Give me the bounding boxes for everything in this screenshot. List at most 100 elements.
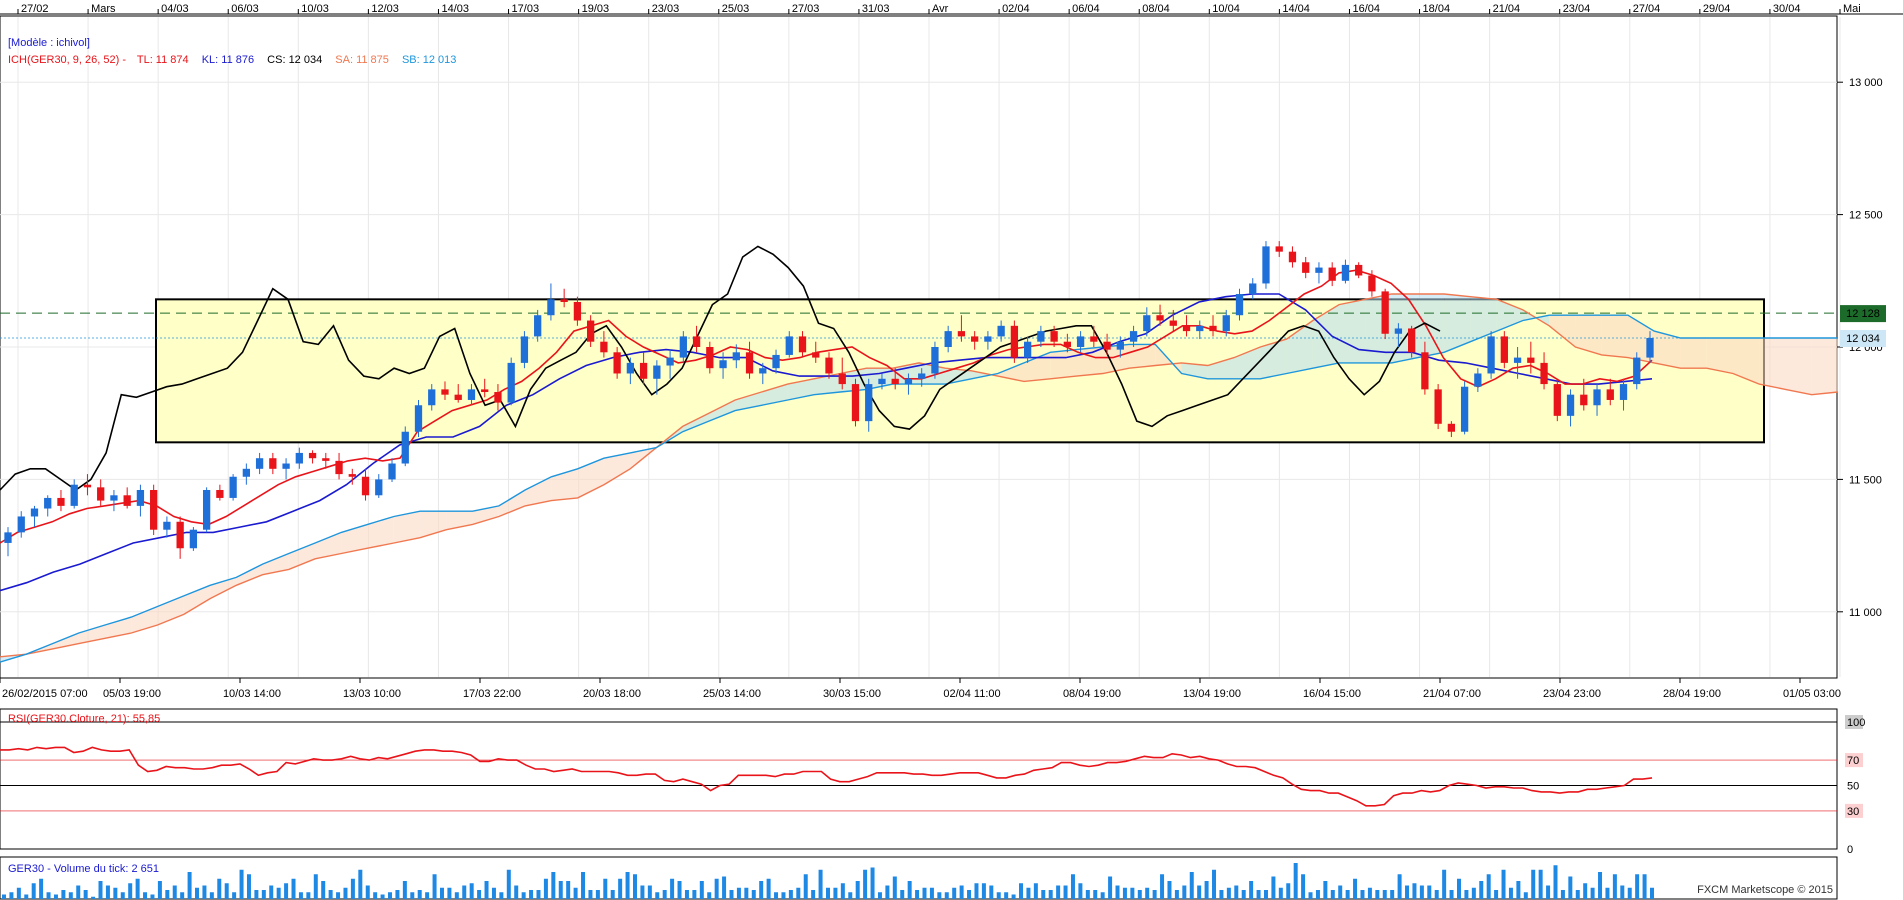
candle[interactable] — [1646, 331, 1654, 363]
candle[interactable] — [1341, 259, 1350, 284]
candle[interactable] — [1169, 309, 1177, 332]
candle[interactable] — [798, 331, 807, 358]
candle[interactable] — [1328, 262, 1336, 287]
candle[interactable] — [70, 479, 78, 509]
candle[interactable] — [1513, 347, 1522, 379]
candle[interactable] — [1235, 288, 1244, 321]
candle[interactable] — [388, 458, 396, 483]
candle[interactable] — [1355, 262, 1363, 279]
candle[interactable] — [1302, 256, 1310, 279]
candle[interactable] — [216, 484, 224, 501]
candle[interactable] — [441, 381, 449, 400]
candle[interactable] — [269, 452, 277, 475]
candle[interactable] — [838, 357, 846, 390]
candle[interactable] — [639, 352, 648, 385]
candle[interactable] — [600, 331, 608, 358]
candle[interactable] — [1460, 381, 1469, 435]
candle[interactable] — [1619, 378, 1628, 411]
candle[interactable] — [361, 468, 370, 501]
price-panel[interactable]: [Modèle : ichivol] ICH(GER30, 9, 26, 52)… — [0, 15, 1843, 679]
candle[interactable] — [454, 384, 462, 403]
candle[interactable] — [785, 331, 793, 358]
candle[interactable] — [1249, 278, 1257, 300]
candle[interactable] — [295, 447, 303, 469]
candle[interactable] — [136, 484, 145, 517]
candle[interactable] — [1593, 384, 1601, 416]
candle[interactable] — [308, 450, 317, 464]
candle[interactable] — [1368, 270, 1376, 297]
candle[interactable] — [1050, 325, 1058, 347]
candle[interactable] — [679, 331, 687, 363]
candle[interactable] — [481, 378, 489, 398]
candle[interactable] — [1633, 352, 1641, 390]
candle[interactable] — [401, 426, 409, 467]
candle[interactable] — [17, 511, 25, 538]
candle[interactable] — [1103, 333, 1111, 355]
candle[interactable] — [759, 362, 767, 385]
candle[interactable] — [971, 331, 979, 350]
candle[interactable] — [467, 384, 476, 406]
candle[interactable] — [4, 527, 12, 557]
candle[interactable] — [732, 344, 740, 369]
candle[interactable] — [692, 325, 701, 353]
candle[interactable] — [904, 373, 913, 395]
candle[interactable] — [110, 489, 118, 512]
candle[interactable] — [560, 288, 568, 308]
candle[interactable] — [1421, 341, 1429, 395]
candle[interactable] — [1143, 307, 1151, 337]
candle[interactable] — [825, 352, 833, 379]
candle[interactable] — [1116, 336, 1124, 358]
candle[interactable] — [150, 484, 158, 536]
candle[interactable] — [891, 368, 899, 390]
candle[interactable] — [745, 341, 754, 379]
candle[interactable] — [1209, 315, 1217, 337]
candle[interactable] — [1129, 325, 1138, 347]
candle[interactable] — [202, 487, 211, 533]
candle[interactable] — [57, 489, 65, 512]
candle[interactable] — [1527, 341, 1535, 374]
candle[interactable] — [229, 474, 237, 501]
candle[interactable] — [534, 309, 542, 342]
candle[interactable] — [189, 527, 198, 551]
candle[interactable] — [507, 357, 515, 406]
candle[interactable] — [851, 378, 860, 427]
candle[interactable] — [414, 399, 423, 438]
candle[interactable] — [666, 349, 674, 379]
candles[interactable] — [4, 241, 1654, 559]
candle[interactable] — [1408, 325, 1416, 358]
candle[interactable] — [1315, 262, 1323, 284]
candle[interactable] — [123, 487, 131, 509]
candle[interactable] — [984, 331, 992, 350]
volume-panel[interactable]: GER30 - Volume du tick: 2 651 FXCM Marke… — [0, 856, 1838, 900]
candle[interactable] — [1580, 378, 1588, 411]
candle[interactable] — [176, 516, 184, 559]
candle[interactable] — [1182, 315, 1191, 337]
candle[interactable] — [944, 325, 952, 353]
candle[interactable] — [1063, 333, 1071, 353]
candle[interactable] — [1381, 288, 1389, 340]
candle[interactable] — [1037, 325, 1045, 347]
candle[interactable] — [878, 373, 886, 390]
candle[interactable] — [255, 452, 264, 475]
candle[interactable] — [1023, 336, 1032, 363]
candle[interactable] — [97, 479, 105, 506]
candle[interactable] — [494, 384, 502, 411]
candle[interactable] — [1566, 389, 1575, 427]
candle[interactable] — [1275, 241, 1283, 257]
candle[interactable] — [83, 474, 92, 496]
candle[interactable] — [1394, 323, 1403, 347]
candle[interactable] — [335, 452, 343, 480]
candle[interactable] — [1606, 378, 1614, 406]
candle[interactable] — [1262, 241, 1270, 289]
rsi-panel[interactable]: RSI(GER30.Cloture, 21): 55,85 100 70 50 30 0 — [0, 708, 1865, 856]
candle[interactable] — [931, 341, 939, 379]
candle[interactable] — [1196, 320, 1204, 340]
candle[interactable] — [1553, 378, 1561, 422]
candle[interactable] — [1222, 309, 1230, 337]
candle[interactable] — [1540, 352, 1548, 390]
candle[interactable] — [706, 341, 714, 374]
candle[interactable] — [1500, 331, 1508, 369]
candle[interactable] — [997, 320, 1005, 342]
candle[interactable] — [163, 516, 171, 538]
